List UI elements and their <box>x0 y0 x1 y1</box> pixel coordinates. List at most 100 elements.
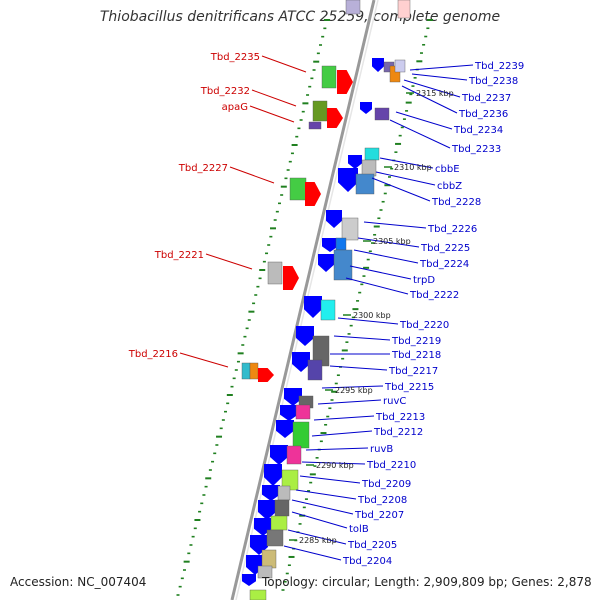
leader-line <box>329 365 388 371</box>
scale-label: 2290 kbp <box>316 461 354 470</box>
leader-line <box>389 119 451 149</box>
leader-line <box>305 447 369 451</box>
reverse-gene-arrow <box>360 102 372 114</box>
gene-label: Tbd_2207 <box>354 510 404 521</box>
gene-block <box>249 589 267 600</box>
left-track-ticks <box>176 19 330 596</box>
gene-label: Tbd_2224 <box>419 259 469 270</box>
leader-line <box>249 105 295 123</box>
gene-block <box>292 421 310 449</box>
leader-line <box>229 166 275 184</box>
leader-line <box>313 415 375 421</box>
leader-line <box>321 385 384 389</box>
gene-label: Tbd_2236 <box>458 109 508 120</box>
leader-line <box>251 89 297 107</box>
leader-line <box>349 265 412 280</box>
scale-labels: 2315 kbp 2310 kbp 2305 kbp 2300 kbp 2295 kbp… <box>289 89 454 545</box>
gene-block <box>341 217 359 241</box>
gene-block <box>320 299 336 321</box>
forward-gene-arrow <box>327 108 343 128</box>
gene-label: Tbd_2209 <box>361 479 411 490</box>
leader-line <box>261 55 307 73</box>
leader-line <box>411 73 468 81</box>
gene-label: Tbd_2238 <box>468 76 518 87</box>
gene-block <box>257 565 273 579</box>
forward-gene-arrow <box>337 70 353 94</box>
scale-label: 2305 kbp <box>373 237 411 246</box>
gene-block <box>261 549 277 569</box>
gene-labels: Tbd_2235 Tbd_2232 apaG Tbd_2227 Tbd_2221 Tbd_… <box>128 52 525 567</box>
leader-line <box>403 79 461 98</box>
leader-line <box>379 157 434 169</box>
scale-label: 2285 kbp <box>299 536 337 545</box>
gene-label: Tbd_2217 <box>388 366 438 377</box>
gene-label: Tbd_2212 <box>373 427 423 438</box>
gene-label: Tbd_2228 <box>431 197 481 208</box>
gene-label: Tbd_2232 <box>200 86 250 97</box>
reverse-gene-arrow <box>372 58 384 72</box>
gene-label: Tbd_2235 <box>210 52 260 63</box>
leader-line <box>295 489 357 500</box>
scale-label: 2295 kbp <box>335 386 373 395</box>
reverse-gene-arrow <box>318 254 334 272</box>
leader-line <box>357 237 420 248</box>
leader-line <box>345 277 409 295</box>
gene-block <box>295 404 311 420</box>
reverse-gene-arrow <box>242 574 256 586</box>
reverse-gene-arrow <box>258 500 276 520</box>
gene-label: ruvB <box>370 444 393 455</box>
gene-label: trpD <box>413 275 435 286</box>
leader-line <box>291 499 354 515</box>
leader-line <box>363 221 427 229</box>
leader-line <box>301 461 366 465</box>
gene-block <box>345 0 361 15</box>
gene-block <box>364 147 380 161</box>
leader-line <box>317 399 382 405</box>
gene-block <box>274 499 290 517</box>
gene-label: Tbd_2218 <box>391 350 441 361</box>
gene-label: Tbd_2205 <box>347 540 397 551</box>
gene-block <box>249 362 259 380</box>
leader-line <box>311 430 373 437</box>
reverse-gene-arrow <box>284 388 302 406</box>
leader-line <box>401 85 458 114</box>
gene-block <box>286 445 302 465</box>
reverse-gene-arrow <box>304 296 322 318</box>
gene-block <box>277 485 291 501</box>
gene-label: Tbd_2225 <box>420 243 470 254</box>
gene-block <box>361 159 377 177</box>
reverse-gene-arrow <box>296 326 314 346</box>
gene-label: Tbd_2221 <box>154 250 204 261</box>
gene-label: Tbd_2227 <box>178 163 228 174</box>
leader-line <box>179 352 229 368</box>
leader-line <box>409 64 474 71</box>
gene-label: cbbZ <box>437 181 462 192</box>
gene-label: Tbd_2208 <box>357 495 407 506</box>
leader-line <box>283 545 342 561</box>
gene-block <box>308 121 322 130</box>
gene-label: Tbd_2216 <box>128 349 178 360</box>
gene-block <box>321 65 337 89</box>
gene-label: Tbd_2219 <box>391 336 441 347</box>
leader-line <box>299 475 361 484</box>
gene-label: Tbd_2234 <box>453 125 503 136</box>
reverse-gene-arrow <box>280 405 298 421</box>
reverse-gene-arrow <box>262 485 280 501</box>
gene-label: Tbd_2220 <box>399 320 449 331</box>
gene-block <box>397 0 411 19</box>
gene-label: Tbd_2239 <box>474 61 524 72</box>
reverse-gene-arrow <box>338 168 358 192</box>
reverse-gene-arrow <box>276 420 294 438</box>
gene-label: Tbd_2213 <box>375 412 425 423</box>
gene-label: apaG <box>222 102 248 113</box>
gene-block <box>266 529 284 547</box>
leader-line <box>205 253 253 270</box>
gene-block <box>267 261 283 285</box>
gene-label: Tbd_2204 <box>342 556 392 567</box>
gene-label: Tbd_2215 <box>384 382 434 393</box>
gene-label: Tbd_2226 <box>427 224 477 235</box>
topology-text: Topology: circular; Length: 2,909,809 bp… <box>262 575 592 589</box>
reverse-gene-arrow <box>292 352 310 372</box>
gene-label: Tbd_2222 <box>409 290 459 301</box>
